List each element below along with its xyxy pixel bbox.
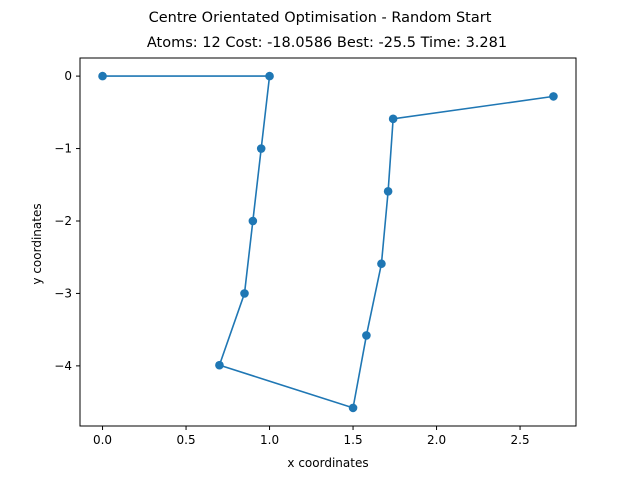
x-tick-label: 2.5 [511,433,530,447]
data-point [98,71,107,81]
y-tick-label: −3 [54,286,72,300]
y-tick-label: 0 [64,69,72,83]
x-tick-label: 1.0 [260,433,279,447]
y-tick-label: −1 [54,142,72,156]
y-tick-label: −4 [54,359,72,373]
plot-frame [79,57,577,427]
x-tick-label: 1.5 [344,433,363,447]
x-tick-label: 0.5 [177,433,196,447]
x-axis-label: x coordinates [287,456,368,470]
chart-subtitle: Atoms: 12 Cost: -18.0586 Best: -25.5 Tim… [147,35,507,51]
data-point [265,71,274,81]
x-tick-label: 2.0 [427,433,446,447]
data-point [240,289,249,298]
data-point [362,331,371,340]
data-point [549,92,558,101]
data-point [388,114,398,124]
data-point [248,216,258,226]
data-point [256,144,266,153]
data-point [348,403,358,413]
y-axis-label: y coordinates [30,203,44,284]
data-point [377,259,386,269]
data-point [215,360,224,370]
data-point [383,186,393,196]
series-line [102,75,554,409]
chart-title: Centre Orientated Optimisation - Random … [149,10,492,26]
y-tick-label: −2 [54,214,72,228]
x-tick-label: 0.0 [93,433,112,447]
